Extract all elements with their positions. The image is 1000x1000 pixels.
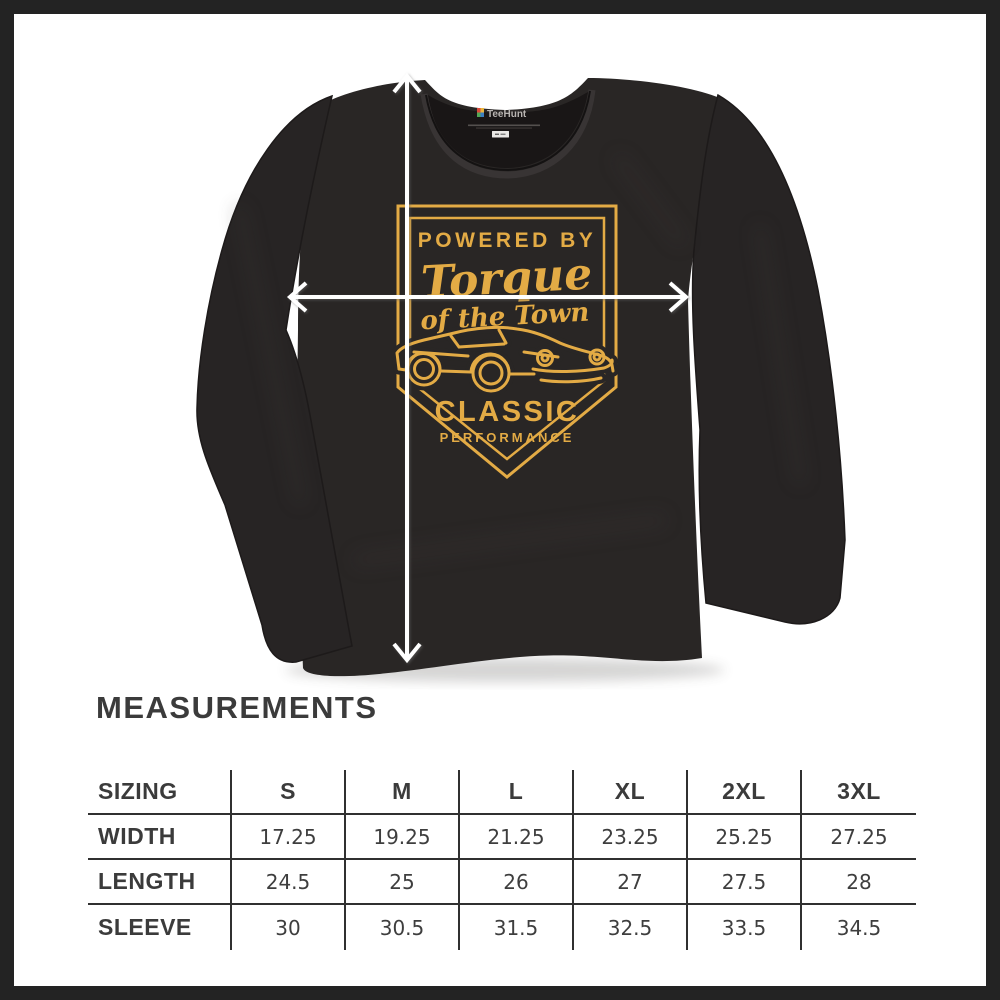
table-cell: 34.5 bbox=[836, 915, 882, 940]
table-cell: 33.5 bbox=[688, 905, 802, 950]
table-row-label-length: LENGTH bbox=[88, 860, 232, 905]
table-cell: 28 bbox=[802, 860, 916, 905]
fabric-wrinkles bbox=[235, 154, 805, 567]
collar-band bbox=[420, 89, 596, 179]
table-cell: 27 bbox=[574, 860, 688, 905]
arrow-left-icon bbox=[286, 281, 308, 313]
table-cell: 32.5 bbox=[574, 905, 688, 950]
arrow-right-icon bbox=[668, 281, 690, 313]
page-title: MEASUREMENTS bbox=[96, 690, 378, 725]
table-row-label-sleeve: SLEEVE bbox=[88, 905, 232, 950]
width-arrow bbox=[286, 281, 690, 313]
neck-size-tag-text bbox=[495, 133, 499, 135]
table-cell: 21.25 bbox=[460, 815, 574, 860]
shirt-right-sleeve bbox=[691, 93, 846, 625]
neck-size-tag-text2 bbox=[500, 133, 506, 135]
table-cell: 26 bbox=[460, 860, 574, 905]
measurement-arrows bbox=[286, 72, 690, 664]
badge-performance: PERFORMANCE bbox=[440, 430, 575, 445]
table-header-l: L bbox=[460, 770, 574, 815]
arrow-up-icon bbox=[392, 72, 422, 94]
teehunt-logo-icon bbox=[477, 108, 484, 117]
table-cell: 31.5 bbox=[460, 905, 574, 950]
collar-opening bbox=[428, 92, 588, 168]
table-cell: 19.25 bbox=[346, 815, 460, 860]
neck-label-care-text bbox=[468, 124, 540, 127]
table-header-xl: XL bbox=[574, 770, 688, 815]
neck-label-care-text2 bbox=[476, 127, 532, 129]
neck-label-brand: TeeHunt bbox=[487, 109, 527, 120]
collar-band-edge bbox=[425, 90, 591, 172]
badge-powered-by: POWERED BY bbox=[418, 229, 597, 252]
length-arrow bbox=[392, 72, 422, 664]
neck-label: TeeHunt bbox=[468, 108, 540, 138]
table-cell: 24.5 bbox=[232, 860, 346, 905]
table-cell: 30.5 bbox=[346, 905, 460, 950]
table-header-2xl: 2XL bbox=[688, 770, 802, 815]
table-header-s: S bbox=[232, 770, 346, 815]
table-header-3xl: 3XL bbox=[802, 770, 916, 815]
table-row-label-width: WIDTH bbox=[88, 815, 232, 860]
table-cell: 27.5 bbox=[688, 860, 802, 905]
badge-classic: CLASSIC bbox=[435, 396, 580, 428]
table-cell: 25 bbox=[346, 860, 460, 905]
table-cell: 23.25 bbox=[574, 815, 688, 860]
table-cell: 25.25 bbox=[688, 815, 802, 860]
table-cell: 17.25 bbox=[232, 815, 346, 860]
table-header-m: M bbox=[346, 770, 460, 815]
table-cell: 27.25 bbox=[802, 815, 916, 860]
table-cell: 30 bbox=[232, 905, 346, 950]
arrow-down-icon bbox=[392, 642, 422, 664]
table-header-sizing: SIZING bbox=[88, 770, 232, 815]
size-table: SIZING S M L XL 2XL 3XL WIDTH 17.25 19.2… bbox=[88, 770, 916, 950]
